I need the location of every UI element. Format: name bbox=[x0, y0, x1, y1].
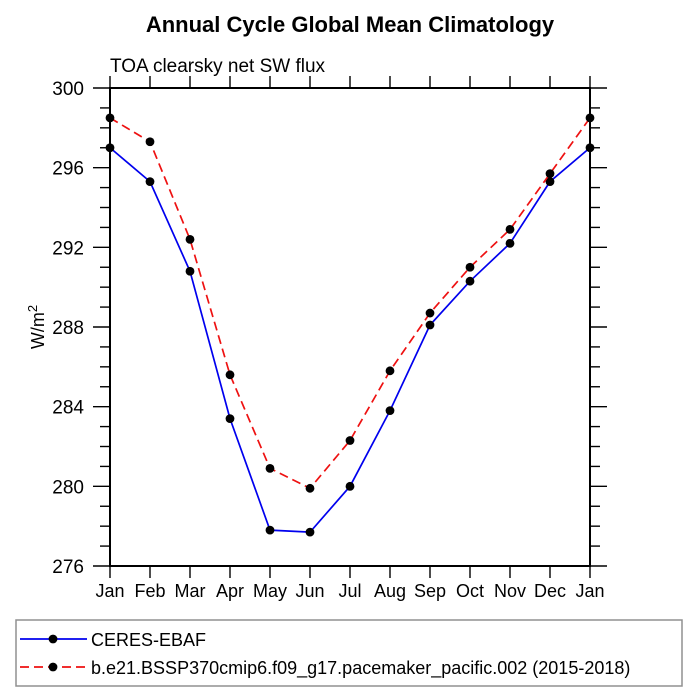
data-point-marker bbox=[345, 481, 355, 491]
x-tick-label: Dec bbox=[534, 581, 566, 601]
x-tick-label: Mar bbox=[175, 581, 206, 601]
data-point-marker bbox=[185, 266, 195, 276]
legend-entry-label: CERES-EBAF bbox=[91, 630, 206, 650]
x-tick-label: Sep bbox=[414, 581, 446, 601]
legend: CERES-EBAF b.e21.BSSP370cmip6.f09_g17.pac… bbox=[15, 619, 683, 687]
chart-title: Annual Cycle Global Mean Climatology bbox=[146, 12, 555, 37]
series-line-b-e21-bssp370cmip6-f09-g17-pacemaker-pac bbox=[109, 117, 591, 490]
data-point-marker bbox=[385, 366, 395, 376]
legend-swatch-marker bbox=[48, 662, 58, 672]
data-point-marker bbox=[465, 262, 475, 272]
data-point-marker bbox=[185, 234, 195, 244]
plot-series bbox=[105, 113, 595, 537]
x-tick-label: Nov bbox=[494, 581, 526, 601]
data-point-marker bbox=[505, 225, 515, 234]
data-point-marker bbox=[545, 169, 555, 179]
data-point-marker bbox=[105, 143, 115, 153]
y-tick-label: 280 bbox=[52, 477, 84, 498]
data-point-marker bbox=[305, 483, 315, 493]
data-point-marker bbox=[345, 436, 355, 445]
x-tick-label: Feb bbox=[134, 581, 165, 601]
x-tick-label: Jul bbox=[338, 581, 361, 601]
y-tick-label: 296 bbox=[52, 159, 84, 180]
axes: Jan Feb Mar Apr May Jun Jul Aug Sep Oct Nov Dec Jan 2… bbox=[52, 76, 607, 601]
data-point-marker bbox=[585, 143, 595, 153]
data-point-marker bbox=[545, 177, 555, 187]
data-point-marker bbox=[225, 370, 235, 380]
chart-subtitle: TOA clearsky net SW flux bbox=[110, 56, 326, 77]
data-point-marker bbox=[425, 320, 435, 330]
x-tick-label: Jan bbox=[575, 581, 604, 601]
data-point-marker bbox=[385, 406, 395, 416]
y-tick-label: 288 bbox=[52, 318, 84, 339]
y-tick-label: 292 bbox=[52, 238, 84, 259]
data-point-marker bbox=[465, 276, 475, 286]
x-tick-label: Oct bbox=[456, 581, 484, 601]
legend-entry-b-e21-bssp370cmip6-f09-g17-pacemaker-pac: b.e21.BSSP370cmip6.f09_g17.pacemaker_pac… bbox=[20, 658, 630, 679]
y-tick-label: 300 bbox=[52, 79, 84, 100]
plot-frame bbox=[109, 87, 591, 567]
legend-entry-label: b.e21.BSSP370cmip6.f09_g17.pacemaker_pac… bbox=[91, 658, 630, 679]
data-point-marker bbox=[265, 525, 275, 535]
data-point-marker bbox=[425, 308, 435, 318]
y-tick-label: 284 bbox=[52, 398, 84, 419]
data-point-marker bbox=[105, 113, 115, 123]
series-line-ceres-ebaf bbox=[109, 147, 591, 534]
y-axis-label: W/m2 bbox=[25, 305, 48, 349]
y-axis-label-base: W/m bbox=[28, 312, 48, 349]
legend-box bbox=[15, 619, 683, 687]
data-point-marker bbox=[265, 464, 275, 473]
data-point-marker bbox=[225, 414, 235, 424]
x-tick-label: Aug bbox=[374, 581, 406, 601]
x-tick-label: Apr bbox=[216, 581, 244, 601]
x-tick-label: May bbox=[253, 581, 287, 601]
data-point-marker bbox=[145, 137, 155, 147]
data-point-marker bbox=[305, 527, 315, 537]
x-tick-label: Jan bbox=[95, 581, 124, 601]
legend-swatch-marker bbox=[48, 634, 58, 644]
data-point-marker bbox=[505, 238, 515, 248]
y-tick-label: 276 bbox=[52, 557, 84, 578]
x-tick-label: Jun bbox=[295, 581, 324, 601]
y-axis-label-superscript: 2 bbox=[25, 305, 40, 312]
data-point-marker bbox=[585, 113, 595, 123]
legend-entry-ceres-ebaf: CERES-EBAF bbox=[20, 630, 206, 650]
data-point-marker bbox=[145, 177, 155, 187]
